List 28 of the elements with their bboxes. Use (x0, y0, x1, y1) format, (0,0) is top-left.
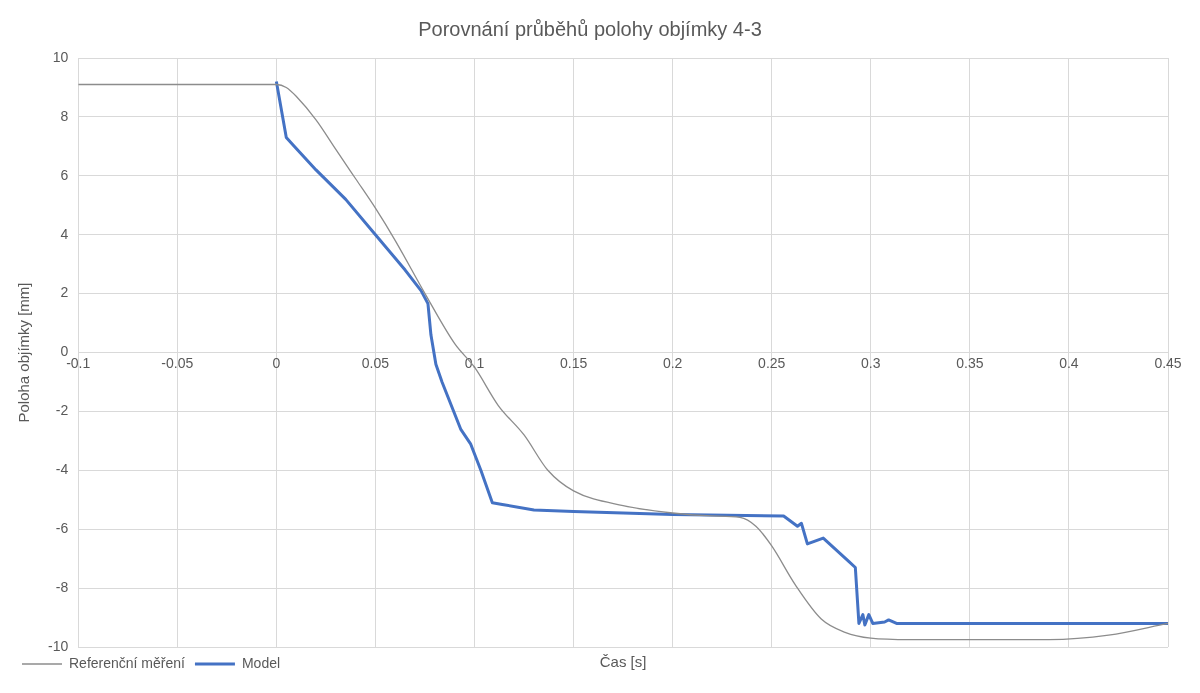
x-tick-label: 0.4 (1059, 354, 1079, 371)
x-tick-label: 0.05 (361, 354, 390, 371)
x-tick-label: 0.3 (861, 354, 881, 371)
y-tick-label: 8 (60, 107, 69, 124)
x-tick-label: 0.1 (464, 354, 485, 371)
y-tick-label: -4 (55, 461, 69, 478)
y-tick-label: -8 (55, 578, 69, 595)
y-tick-label: 2 (60, 284, 69, 301)
y-tick-label: 4 (60, 225, 69, 242)
y-axis-title: Poloha objímky [mm] (15, 282, 33, 423)
x-tick-label: 0.2 (662, 354, 683, 371)
x-tick-label: -0.1 (66, 354, 91, 371)
x-tick-label: 0.15 (559, 354, 588, 371)
y-tick-label: -6 (55, 520, 69, 537)
x-tick-label: 0.35 (956, 354, 984, 371)
chart-title: Porovnání průběhů polohy objímky 4-3 (418, 17, 762, 40)
legend-label: Referenční měření (69, 654, 186, 671)
y-tick-label: 6 (60, 166, 69, 183)
x-tick-label: 0.45 (1154, 354, 1182, 371)
y-tick-label: -2 (55, 402, 69, 419)
x-tick-label: -0.05 (161, 354, 194, 371)
y-tick-label: 0 (60, 343, 69, 360)
x-axis-title: Čas [s] (599, 652, 647, 670)
y-tick-label: -10 (48, 637, 69, 654)
x-tick-label: 0.25 (758, 354, 786, 371)
legend-label: Model (241, 654, 281, 671)
x-tick-label: 0 (272, 354, 281, 371)
y-tick-label: 10 (52, 48, 69, 65)
